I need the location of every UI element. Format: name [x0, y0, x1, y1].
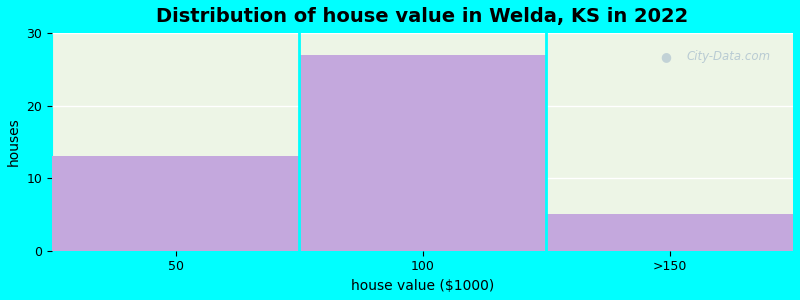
Title: Distribution of house value in Welda, KS in 2022: Distribution of house value in Welda, KS… [157, 7, 689, 26]
Bar [546, 214, 793, 251]
Bar [52, 156, 299, 251]
Y-axis label: houses: houses [7, 118, 21, 166]
Bar [546, 33, 793, 251]
Bar [52, 33, 299, 251]
Text: City-Data.com: City-Data.com [686, 50, 771, 64]
Bar [299, 33, 546, 251]
Bar [299, 55, 546, 251]
Text: ●: ● [660, 50, 670, 64]
X-axis label: house value ($1000): house value ($1000) [351, 279, 494, 293]
